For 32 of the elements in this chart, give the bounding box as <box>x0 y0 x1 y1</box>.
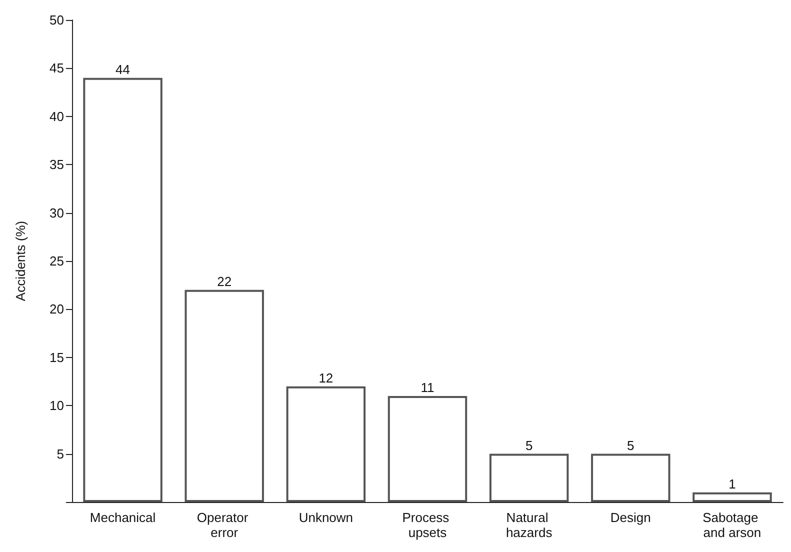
y-tick-label: 35 <box>50 157 64 172</box>
data-label: 5 <box>627 438 634 453</box>
x-tick-label: Unknown <box>298 510 354 525</box>
data-label: 22 <box>217 274 232 289</box>
bar <box>489 454 569 502</box>
data-label: 5 <box>525 438 533 453</box>
bar <box>591 454 670 502</box>
y-tick-label: 15 <box>50 350 64 365</box>
bar <box>388 396 468 502</box>
bar <box>83 78 162 502</box>
y-tick-label: 25 <box>50 254 64 268</box>
y-tick-label: 50 <box>50 12 64 28</box>
x-tick-label: Operator error <box>196 510 252 540</box>
y-tick-label: 40 <box>50 108 64 124</box>
x-tick-label: Sabotage and arson <box>702 510 762 540</box>
y-tick-label: 10 <box>50 398 64 414</box>
bar <box>286 386 366 502</box>
data-label: 11 <box>420 380 434 395</box>
y-tick-label: 30 <box>50 205 64 220</box>
bar <box>692 492 772 502</box>
data-label: 44 <box>116 62 130 77</box>
bar <box>184 290 264 502</box>
x-tick-label: Design <box>610 510 651 525</box>
y-tick-label: 45 <box>50 60 64 76</box>
x-tick-label: Mechanical <box>90 510 156 525</box>
y-tick-label: 20 <box>50 302 64 317</box>
y-axis-title: Accidents (%) <box>13 220 28 302</box>
data-label: 12 <box>318 370 334 386</box>
y-tick-label: 5 <box>56 446 64 462</box>
x-tick-label: Process upsets <box>402 510 453 540</box>
data-label: 1 <box>728 476 736 492</box>
x-tick-label: Natural hazards <box>506 510 553 540</box>
